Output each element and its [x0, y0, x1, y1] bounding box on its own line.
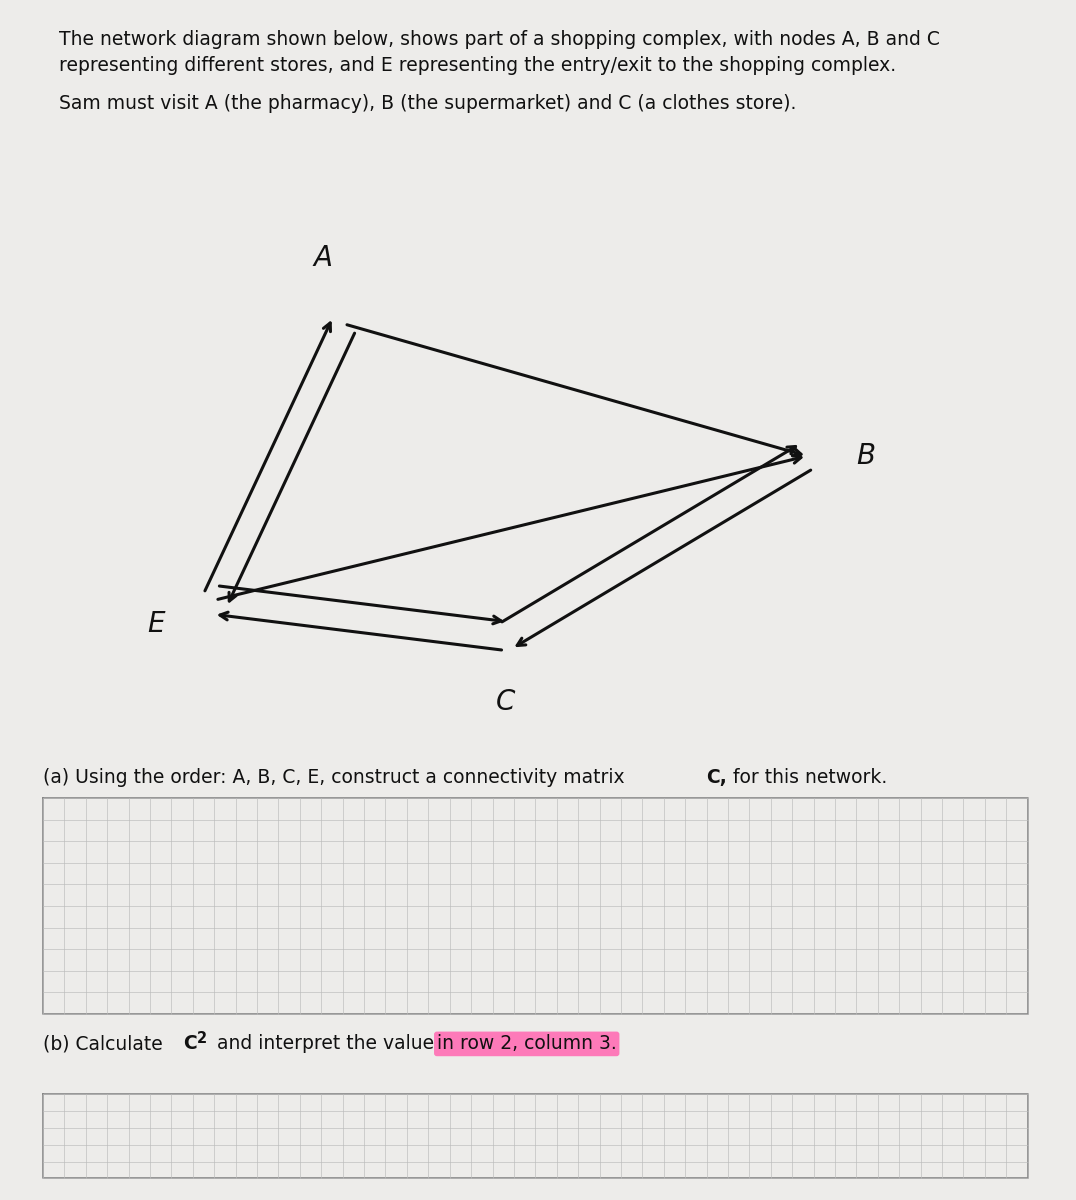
Text: C: C — [496, 688, 515, 716]
Text: for this network.: for this network. — [727, 768, 888, 787]
Text: B: B — [856, 442, 876, 470]
Text: representing different stores, and E representing the entry/exit to the shopping: representing different stores, and E rep… — [59, 56, 896, 76]
Text: Sam must visit A (the pharmacy), B (the supermarket) and C (a clothes store).: Sam must visit A (the pharmacy), B (the … — [59, 94, 796, 113]
Text: C: C — [183, 1034, 197, 1054]
Text: and interpret the value: and interpret the value — [211, 1034, 440, 1054]
Text: A: A — [313, 244, 332, 272]
Text: (b) Calculate: (b) Calculate — [43, 1034, 169, 1054]
Text: in row 2, column 3.: in row 2, column 3. — [437, 1034, 617, 1054]
Text: (a) Using the order: A, B, C, E, construct a connectivity matrix: (a) Using the order: A, B, C, E, constru… — [43, 768, 631, 787]
Text: The network diagram shown below, shows part of a shopping complex, with nodes A,: The network diagram shown below, shows p… — [59, 30, 940, 49]
Text: C,: C, — [706, 768, 726, 787]
Text: E: E — [147, 610, 165, 638]
Text: 2: 2 — [197, 1031, 207, 1045]
